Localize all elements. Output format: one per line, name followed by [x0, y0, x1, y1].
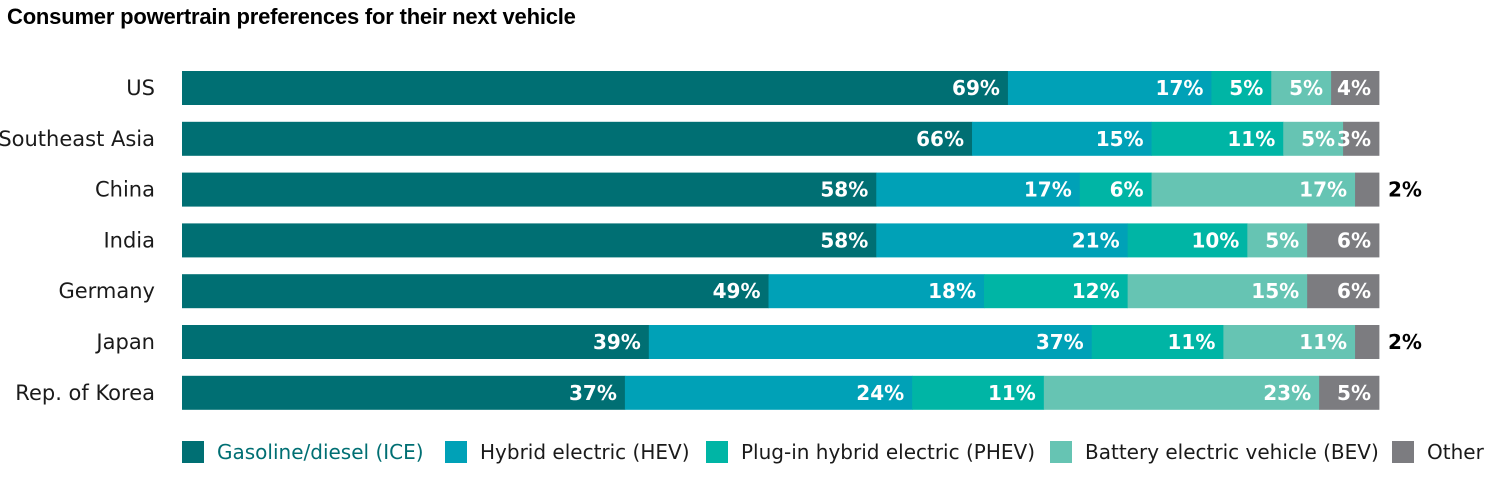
data-label-india-hybrid-electric-hev: 21% [1072, 228, 1120, 252]
bar-segment-rep-of-korea-battery-electric-vehicle-bev[interactable] [1043, 375, 1320, 410]
bar-segment-southeast-asia-battery-electric-vehicle-bev[interactable] [1283, 121, 1344, 156]
data-label-china-hybrid-electric-hev: 17% [1024, 178, 1072, 202]
data-label-china-battery-electric-vehicle-bev: 17% [1299, 178, 1347, 202]
bar-segment-india-battery-electric-vehicle-bev[interactable] [1247, 223, 1308, 258]
bar-segment-rep-of-korea-gasoline-diesel-ice[interactable] [182, 375, 626, 410]
bar-segment-japan-battery-electric-vehicle-bev[interactable] [1223, 325, 1356, 359]
legend-swatch-battery-electric-vehicle-bev [1050, 441, 1072, 463]
legend-swatch-gasoline-diesel-ice [182, 441, 204, 463]
bar-segment-china-plug-in-hybrid-electric-phev[interactable] [1079, 172, 1152, 207]
bar-segment-china-hybrid-electric-hev[interactable] [876, 172, 1081, 207]
bar-segment-japan-other[interactable] [1355, 325, 1380, 359]
bar-segment-rep-of-korea-plug-in-hybrid-electric-phev[interactable] [912, 375, 1045, 410]
data-label-rep-of-korea-gasoline-diesel-ice: 37% [569, 381, 617, 405]
data-label-india-plug-in-hybrid-electric-phev: 10% [1191, 228, 1239, 252]
data-label-germany-other: 6% [1337, 279, 1371, 303]
bar-segment-southeast-asia-other[interactable] [1343, 121, 1380, 156]
data-label-japan-plug-in-hybrid-electric-phev: 11% [1168, 330, 1216, 354]
category-label-rep-of-korea: Rep. of Korea [15, 381, 155, 405]
data-label-japan-hybrid-electric-hev: 37% [1036, 330, 1084, 354]
data-label-china-gasoline-diesel-ice: 58% [820, 178, 868, 202]
bar-segment-us-battery-electric-vehicle-bev[interactable] [1271, 71, 1332, 105]
data-label-southeast-asia-plug-in-hybrid-electric-phev: 11% [1227, 127, 1275, 151]
data-label-india-battery-electric-vehicle-bev: 5% [1265, 228, 1299, 252]
category-label-india: India [103, 228, 155, 252]
bar-segment-china-other[interactable] [1355, 172, 1380, 207]
data-label-rep-of-korea-hybrid-electric-hev: 24% [856, 381, 904, 405]
data-label-india-other: 6% [1337, 228, 1371, 252]
data-label-us-other: 4% [1337, 76, 1371, 100]
data-label-germany-battery-electric-vehicle-bev: 15% [1251, 279, 1299, 303]
bar-segment-japan-gasoline-diesel-ice[interactable] [182, 325, 650, 359]
data-label-germany-hybrid-electric-hev: 18% [928, 279, 976, 303]
category-label-china: China [95, 178, 155, 202]
data-label-germany-plug-in-hybrid-electric-phev: 12% [1072, 279, 1120, 303]
category-label-us: US [126, 76, 155, 100]
data-label-southeast-asia-gasoline-diesel-ice: 66% [916, 127, 964, 151]
legend-swatch-hybrid-electric-hev [445, 441, 467, 463]
legend-swatch-other [1392, 441, 1414, 463]
bar-segment-japan-hybrid-electric-hev[interactable] [648, 325, 1093, 359]
category-label-germany: Germany [58, 279, 155, 303]
data-label-us-hybrid-electric-hev: 17% [1156, 76, 1204, 100]
bar-segment-germany-battery-electric-vehicle-bev[interactable] [1127, 274, 1308, 309]
category-label-japan: Japan [94, 330, 155, 354]
data-label-rep-of-korea-plug-in-hybrid-electric-phev: 11% [988, 381, 1036, 405]
data-label-rep-of-korea-other: 5% [1337, 381, 1371, 405]
legend-swatch-plug-in-hybrid-electric-phev [706, 441, 728, 463]
bar-segment-rep-of-korea-hybrid-electric-hev[interactable] [624, 375, 913, 410]
bar-segment-rep-of-korea-other[interactable] [1319, 375, 1380, 410]
data-label-japan-gasoline-diesel-ice: 39% [593, 330, 641, 354]
chart-title: Consumer powertrain preferences for thei… [7, 4, 576, 29]
legend-label-other: Other [1427, 440, 1485, 464]
data-label-japan-battery-electric-vehicle-bev: 11% [1299, 330, 1347, 354]
legend-label-gasoline-diesel-ice: Gasoline/diesel (ICE) [217, 440, 424, 464]
bar-segment-southeast-asia-plug-in-hybrid-electric-phev[interactable] [1151, 121, 1284, 156]
data-label-india-gasoline-diesel-ice: 58% [820, 228, 868, 252]
bar-segment-germany-gasoline-diesel-ice[interactable] [182, 274, 769, 309]
bar-segment-us-hybrid-electric-hev[interactable] [1007, 71, 1212, 105]
bar-segment-germany-other[interactable] [1307, 274, 1380, 309]
bar-segment-china-gasoline-diesel-ice[interactable] [182, 172, 877, 207]
legend-label-plug-in-hybrid-electric-phev: Plug-in hybrid electric (PHEV) [741, 440, 1035, 464]
bar-segment-india-gasoline-diesel-ice[interactable] [182, 223, 877, 258]
data-label-us-plug-in-hybrid-electric-phev: 5% [1229, 76, 1263, 100]
bar-segment-japan-plug-in-hybrid-electric-phev[interactable] [1091, 325, 1224, 359]
bar-segment-india-hybrid-electric-hev[interactable] [876, 223, 1129, 258]
data-label-china-other: 2% [1388, 178, 1422, 202]
bar-segment-southeast-asia-hybrid-electric-hev[interactable] [972, 121, 1152, 156]
bar-segment-us-gasoline-diesel-ice[interactable] [182, 71, 1009, 105]
legend-label-battery-electric-vehicle-bev: Battery electric vehicle (BEV) [1085, 440, 1379, 464]
data-label-southeast-asia-hybrid-electric-hev: 15% [1096, 127, 1144, 151]
data-label-japan-other: 2% [1388, 330, 1422, 354]
category-label-southeast-asia: Southeast Asia [0, 127, 155, 151]
data-label-us-gasoline-diesel-ice: 69% [952, 76, 1000, 100]
bar-segment-germany-hybrid-electric-hev[interactable] [768, 274, 985, 309]
data-label-us-battery-electric-vehicle-bev: 5% [1289, 76, 1323, 100]
data-label-southeast-asia-other: 3% [1337, 127, 1371, 151]
legend-label-hybrid-electric-hev: Hybrid electric (HEV) [480, 440, 690, 464]
bar-segment-us-other[interactable] [1331, 71, 1380, 105]
data-label-germany-gasoline-diesel-ice: 49% [713, 279, 761, 303]
bar-segment-southeast-asia-gasoline-diesel-ice[interactable] [182, 121, 973, 156]
bar-segment-india-other[interactable] [1307, 223, 1380, 258]
bar-segment-china-battery-electric-vehicle-bev[interactable] [1151, 172, 1356, 207]
data-label-southeast-asia-battery-electric-vehicle-bev: 5% [1301, 127, 1335, 151]
bar-segment-us-plug-in-hybrid-electric-phev[interactable] [1211, 71, 1272, 105]
bar-segment-india-plug-in-hybrid-electric-phev[interactable] [1127, 223, 1248, 258]
data-label-rep-of-korea-battery-electric-vehicle-bev: 23% [1263, 381, 1311, 405]
bar-segment-germany-plug-in-hybrid-electric-phev[interactable] [983, 274, 1129, 309]
data-label-china-plug-in-hybrid-electric-phev: 6% [1110, 178, 1144, 202]
